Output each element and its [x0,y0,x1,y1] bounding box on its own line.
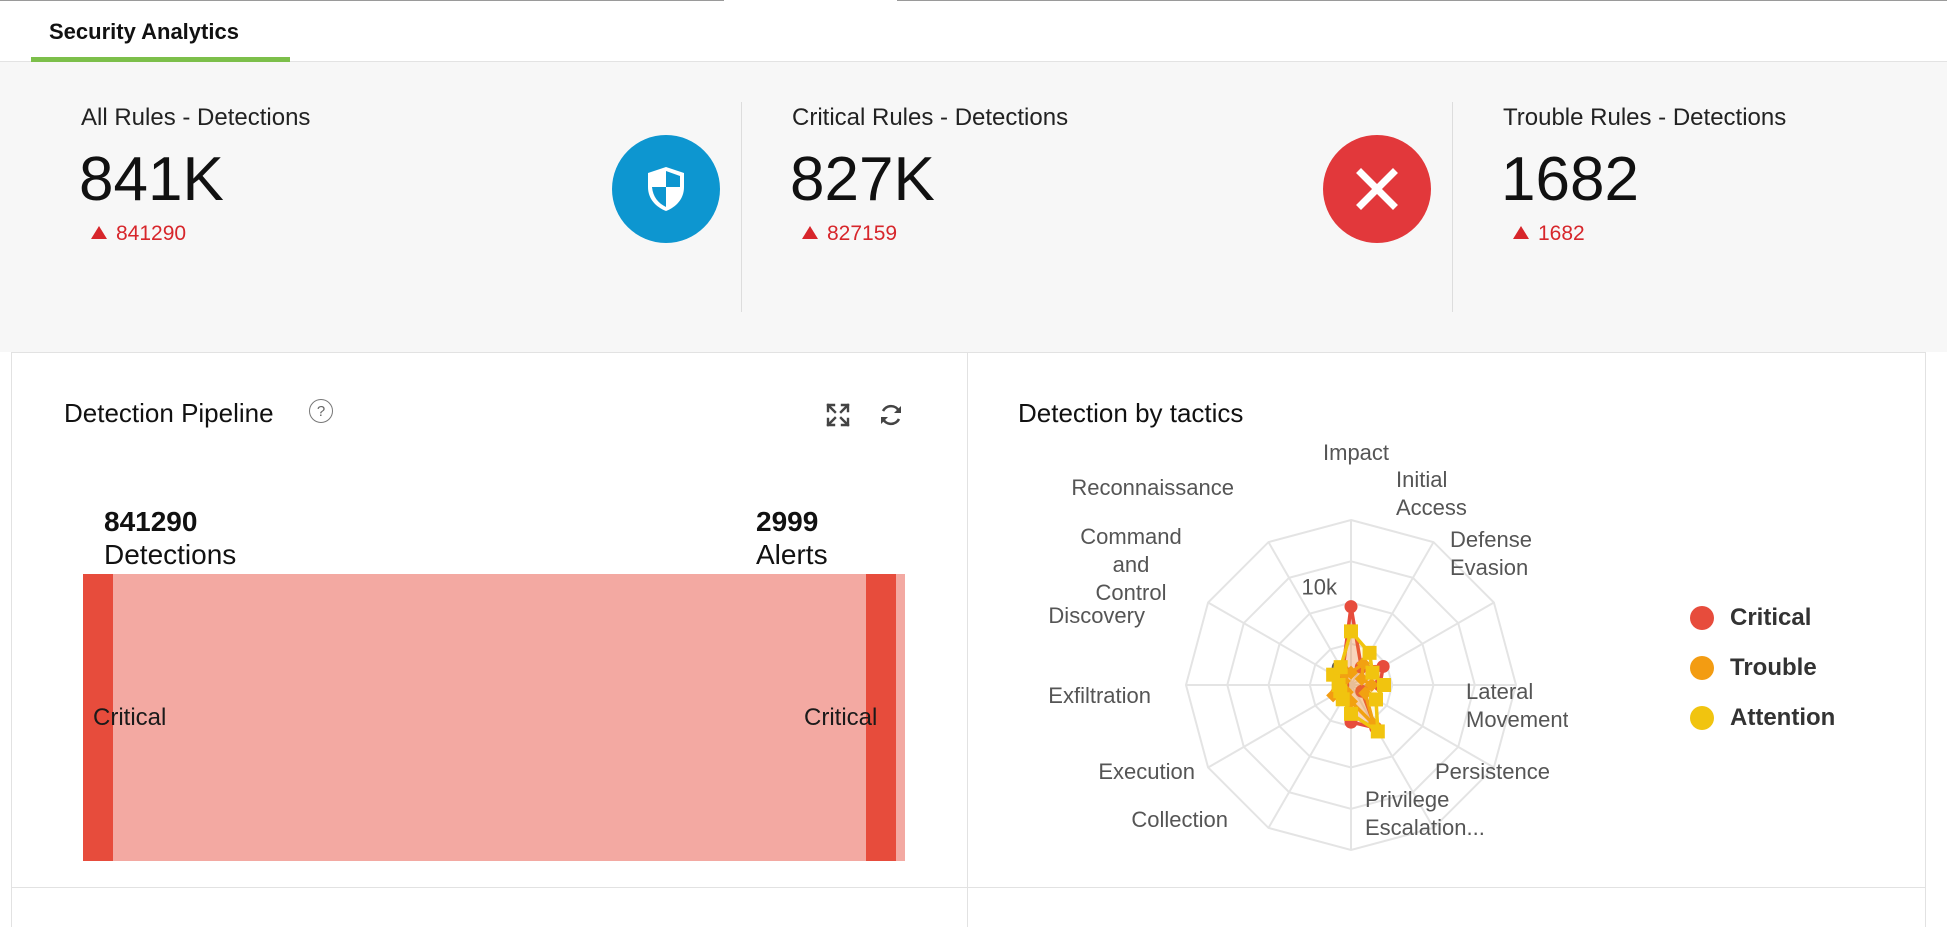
close-x-icon [1323,135,1431,243]
arrow-up-icon [1513,226,1529,239]
kpi-value: 827K [790,145,935,214]
radar-spoke [1267,684,1352,829]
kpi-title: Trouble Rules - Detections [1503,104,1787,131]
radar-axis-label: Collection [1131,807,1228,832]
kpi-delta: 841290 [91,222,186,246]
kpi-card-all-rules: All Rules - Detections 841K 841290 [0,62,720,352]
kpi-card-critical-rules: Critical Rules - Detections 827K 827159 [711,62,1431,352]
kpi-value: 1682 [1501,145,1639,214]
radar-axis-label: Execution [1098,759,1195,784]
tab-security-analytics[interactable]: Security Analytics [31,0,290,63]
source-label: Detections [104,539,237,570]
legend-label: Attention [1730,704,1836,731]
radar-tick-label: 10k [1302,575,1338,600]
sankey-node-source[interactable] [83,574,113,861]
radar-point-attention [1333,660,1348,675]
legend-dot [1690,606,1714,630]
kpi-delta: 1682 [1513,222,1585,246]
next-widget-row [967,887,1926,927]
radar-spoke [1207,684,1352,769]
kpi-divider [1452,102,1453,312]
kpi-delta-value: 827159 [827,222,898,245]
radar-point-critical [1376,659,1390,673]
radar-axis-label: Defense Evasion [1450,527,1532,580]
kpi-card-trouble-rules: Trouble Rules - Detections 1682 1682 [1422,62,1947,352]
target-node-label: Critical [804,704,878,731]
kpi-delta: 827159 [802,222,897,246]
legend-dot [1690,656,1714,680]
refresh-icon[interactable] [878,402,904,428]
legend-item-trouble[interactable]: Trouble [1690,654,1817,682]
detection-by-tactics-widget: Detection by tactics 010kImpactInitialAc… [967,352,1926,888]
radar-axis-label: Persistence [1435,759,1550,784]
question-circle-icon[interactable]: ? [309,399,333,423]
radar-chart[interactable]: 010kImpactInitialAccessDefenseEvasionLat… [968,443,1568,883]
kpi-title: Critical Rules - Detections [792,104,1069,131]
radar-point-trouble [1364,678,1379,692]
top-border [0,0,724,1]
radar-point-attention [1365,665,1380,680]
radar-point-attention [1377,678,1391,692]
legend-item-attention[interactable]: Attention [1690,704,1835,732]
legend-label: Critical [1730,604,1812,631]
radar-point-trouble [1354,671,1369,686]
source-count: 841290 [104,506,198,537]
arrow-up-icon [802,226,818,239]
radar-spoke [1350,684,1435,829]
radar-axis-label: Discovery [1048,603,1145,628]
kpi-delta-value: 841290 [116,222,187,245]
tab-label: Security Analytics [49,19,239,44]
radar-point-trouble [1358,686,1373,701]
target-label: Alerts [756,539,828,570]
radar-axis-label: Lateral Movement [1466,679,1568,732]
target-count: 2999 [756,506,819,537]
shield-icon [612,135,720,243]
radar-axis-label: Command and Control [1080,524,1181,605]
radar-axis-label: Initial Access [1396,467,1467,520]
radar-point-attention [1370,724,1385,739]
radar-axis-label: Privilege Escalation... [1365,787,1485,840]
detection-pipeline-widget: Detection Pipeline ? 841290 Detections 2… [11,352,968,888]
tab-bar: Security Analytics [0,0,1947,63]
active-tab-indicator [31,57,290,63]
kpi-title: All Rules - Detections [81,104,311,131]
widgets-area: Detection Pipeline ? 841290 Detections 2… [11,352,1947,927]
legend-item-critical[interactable]: Critical [1690,604,1811,632]
sankey-link[interactable] [90,574,905,861]
widget-title: Detection Pipeline [64,398,274,428]
radar-point-critical [1344,600,1358,614]
arrow-up-icon [91,226,107,239]
radar-point-attention [1362,645,1377,660]
widget-title: Detection by tactics [1018,398,1244,428]
next-widget-row [11,887,968,927]
radar-point-attention [1344,706,1358,721]
radar-axis-label: Exfiltration [1048,683,1151,708]
kpi-value: 841K [79,145,224,214]
sankey-node-target[interactable] [866,574,896,861]
radar-point-attention [1344,624,1358,639]
expand-icon[interactable] [825,402,851,428]
kpi-delta-value: 1682 [1538,222,1585,245]
kpi-divider [741,102,742,312]
radar-axis-label: Impact [1323,443,1389,465]
top-border [897,0,1947,1]
legend-label: Trouble [1730,654,1817,681]
radar-axis-label: Reconnaissance [1071,475,1234,500]
source-node-label: Critical [93,704,167,731]
legend-dot [1690,706,1714,730]
kpi-area: All Rules - Detections 841K 841290 Criti… [0,62,1947,352]
radar-point-attention [1369,692,1384,707]
